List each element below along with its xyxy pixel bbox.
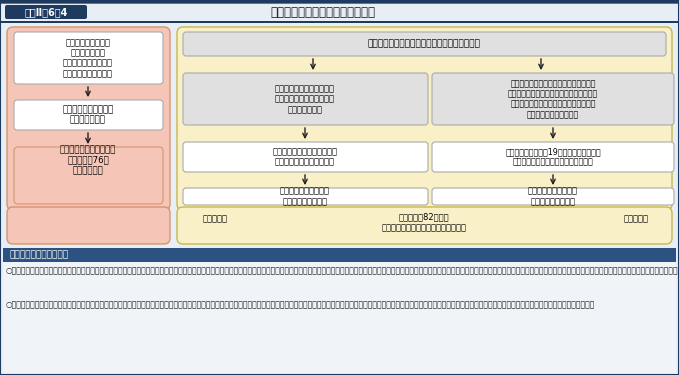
Text: （第１項）: （第１項） <box>202 214 227 223</box>
Bar <box>0 4 679 22</box>
Bar <box>0 0 679 22</box>
Text: 内閣総理大臣の承認を得て、
防衛大臣が破壊措置を命令: 内閣総理大臣の承認を得て、 防衛大臣が破壊措置を命令 <box>272 147 337 167</box>
FancyBboxPatch shape <box>5 5 87 19</box>
Text: ○　弾道ミサイルなどへの対処にあたっては、飛来のおそれの有無について、具体的な状況や国際情勢などを総合的に分析・評価したうえでの、政府としての判断が必要である。: ○ 弾道ミサイルなどへの対処にあたっては、飛来のおそれの有無について、具体的な状… <box>6 266 679 275</box>
FancyBboxPatch shape <box>432 73 674 125</box>
Text: 自衛隊法第82条の３: 自衛隊法第82条の３ <box>399 213 449 222</box>
Text: 弾道ミサイルなどがわが国に飛来するお
ぞれがあるとまでは認められないものの、
事態が急変し内閣総理大臣の承認を得る
いとまがない緊急の場合: 弾道ミサイルなどがわが国に飛来するお ぞれがあるとまでは認められないものの、 事… <box>508 79 598 119</box>
Text: 防衛大臣の命令に従い
自衛隊の部隊が対処: 防衛大臣の命令に従い 自衛隊の部隊が対処 <box>280 187 330 206</box>
FancyBboxPatch shape <box>7 27 170 210</box>
Bar <box>0 21 679 23</box>
FancyBboxPatch shape <box>7 207 170 244</box>
Text: 武力攻撃にあたると
認められる場合
（攻撃の意図の明示、
ミサイル発射の切迫）: 武力攻撃にあたると 認められる場合 （攻撃の意図の明示、 ミサイル発射の切迫） <box>63 38 113 78</box>
Bar <box>0 0 679 3</box>
Text: 弾道ミサイルなどへの対処の流れ: 弾道ミサイルなどへの対処の流れ <box>270 6 375 18</box>
Text: 弾道ミサイルなどがわが国
に飛来するおそれがあると
認められる場合: 弾道ミサイルなどがわが国 に飛来するおそれがあると 認められる場合 <box>275 84 335 114</box>
FancyBboxPatch shape <box>14 147 163 204</box>
Bar <box>3 248 676 262</box>
FancyBboxPatch shape <box>183 188 428 205</box>
FancyBboxPatch shape <box>183 32 666 56</box>
FancyBboxPatch shape <box>14 100 163 130</box>
Text: （第３項）: （第３項） <box>623 214 648 223</box>
Text: （弾道ミサイル等に対する破壊措置）: （弾道ミサイル等に対する破壊措置） <box>382 224 466 232</box>
Text: 紧急対処要領（平成19年閣議決定）に従い
あらかじめ防衛大臣が破壊措置を命令: 紧急対処要領（平成19年閣議決定）に従い あらかじめ防衛大臣が破壊措置を命令 <box>505 147 601 167</box>
Text: 図表Ⅱ－6－4: 図表Ⅱ－6－4 <box>24 7 68 17</box>
FancyBboxPatch shape <box>183 73 428 125</box>
FancyBboxPatch shape <box>177 27 672 210</box>
Text: 武力攻撃にあたると認めることができない場合: 武力攻撃にあたると認めることができない場合 <box>367 39 481 48</box>
Text: ○　このような事項の重要性および政府全体としての対応の必要性にかんがみ、内閣総理大臣の承認（閣議決定）と防衛大臣の命令を要件とし、内閣及び防衛大臣がその責任を十: ○ このような事項の重要性および政府全体としての対応の必要性にかんがみ、内閣総理… <box>6 300 595 309</box>
FancyBboxPatch shape <box>14 32 163 84</box>
FancyBboxPatch shape <box>177 207 672 244</box>
Bar <box>0 3 679 4</box>
Text: 武力攻撃事態を認定し
防衛出動を下令: 武力攻撃事態を認定し 防衛出動を下令 <box>62 105 113 125</box>
Bar <box>3 248 676 373</box>
Text: 文民統制の確保の考え方: 文民統制の確保の考え方 <box>10 251 69 260</box>
FancyBboxPatch shape <box>183 142 428 172</box>
FancyBboxPatch shape <box>432 188 674 205</box>
FancyBboxPatch shape <box>432 142 674 172</box>
Bar <box>3 24 676 247</box>
Bar <box>3 248 676 373</box>
Text: 防衛出動の枠組みで対処
自衛隊法第76条
（防衛出動）: 防衛出動の枠組みで対処 自衛隊法第76条 （防衛出動） <box>60 145 116 175</box>
Text: 防衛大臣の命令に従い
自衛隊の部隊が対処: 防衛大臣の命令に従い 自衛隊の部隊が対処 <box>528 187 578 206</box>
